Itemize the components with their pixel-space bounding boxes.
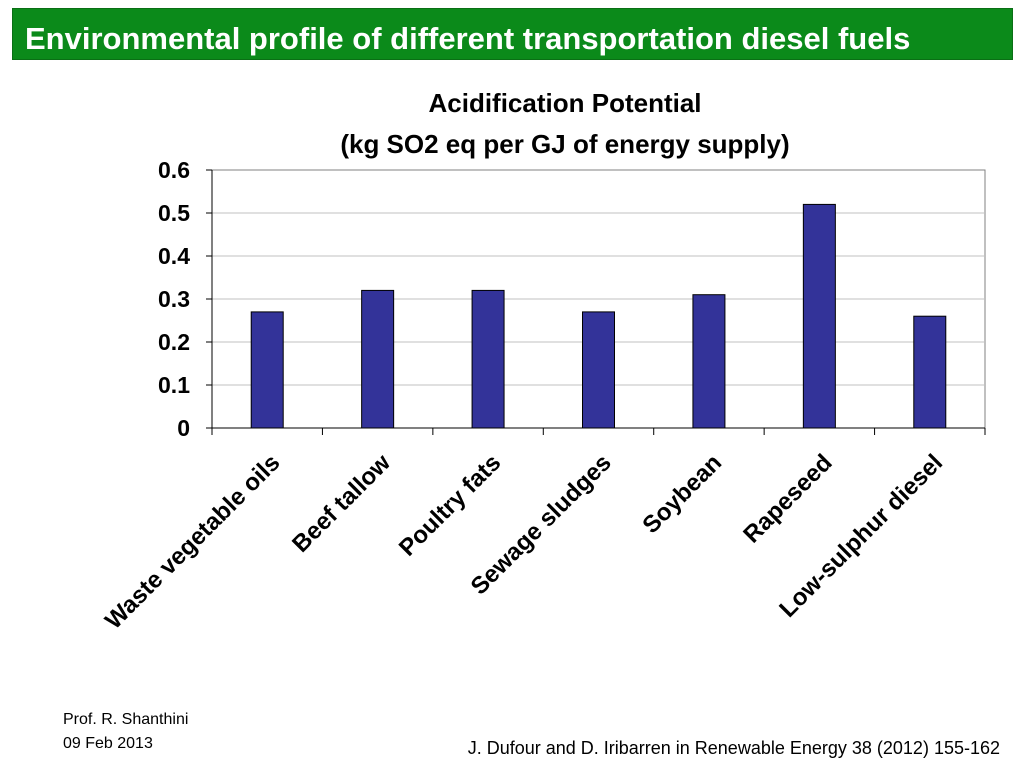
title-banner: Environmental profile of different trans… (12, 8, 1013, 60)
bar-1 (361, 289, 395, 429)
citation: J. Dufour and D. Iribarren in Renewable … (467, 738, 1000, 758)
chart-subtitle: (kg SO2 eq per GJ of energy supply) (340, 129, 790, 159)
y-tick-label: 0 (177, 415, 190, 441)
y-tick-label: 0.5 (158, 200, 190, 226)
page-title: Environmental profile of different trans… (25, 21, 911, 56)
bar-2 (471, 289, 505, 429)
category-label: Poultry fats (394, 449, 506, 561)
category-label: Soybean (637, 449, 727, 539)
author-name: Prof. R. Shanthini (63, 711, 189, 728)
presentation-date: 09 Feb 2013 (63, 735, 153, 752)
author-block: Prof. R. Shanthini 09 Feb 2013 (63, 708, 188, 756)
y-tick-label: 0.2 (158, 329, 190, 355)
category-label: Beef tallow (287, 449, 396, 558)
y-tick-label: 0.3 (158, 286, 190, 312)
bar-4 (692, 294, 726, 429)
bar-5 (802, 203, 836, 429)
y-tick-label: 0.1 (158, 372, 190, 398)
category-label: Waste vegetable oils (100, 449, 285, 634)
bar-6 (913, 315, 947, 429)
y-tick-label: 0.6 (158, 157, 190, 183)
bar-3 (582, 311, 615, 429)
chart-title: Acidification Potential (428, 88, 702, 118)
bar-0 (250, 311, 284, 429)
category-label: Rapeseed (738, 449, 837, 548)
y-tick-label: 0.4 (158, 243, 190, 269)
